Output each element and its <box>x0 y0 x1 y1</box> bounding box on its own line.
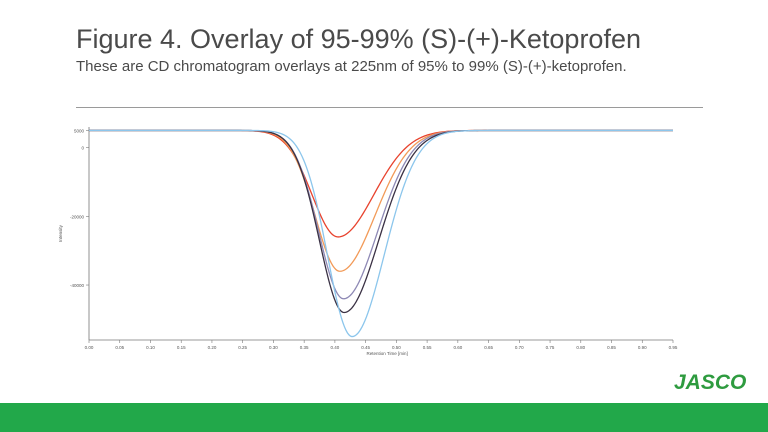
x-tick-label: 0.55 <box>423 345 432 350</box>
y-tick-label: -20000 <box>70 214 85 219</box>
x-tick-label: 0.35 <box>300 345 309 350</box>
x-tick-label: 0.15 <box>177 345 186 350</box>
x-tick-label: 0.20 <box>208 345 217 350</box>
jasco-logo: JASCO <box>674 371 747 394</box>
x-tick-label: 0.95 <box>669 345 678 350</box>
x-tick-label: 0.85 <box>607 345 616 350</box>
series-line-3 <box>89 129 673 300</box>
x-tick-label: 0.90 <box>638 345 647 350</box>
footer-bar <box>0 403 768 432</box>
x-tick-label: 0.10 <box>146 345 155 350</box>
x-tick-label: 0.70 <box>515 345 524 350</box>
y-tick-label: 5000 <box>74 128 85 133</box>
x-tick-label: 0.50 <box>392 345 401 350</box>
series-line-2 <box>89 129 673 272</box>
x-tick-label: 0.80 <box>576 345 585 350</box>
y-tick-label: -40000 <box>70 283 85 288</box>
x-tick-label: 0.00 <box>85 345 94 350</box>
x-tick-label: 0.75 <box>546 345 555 350</box>
x-tick-label: 0.45 <box>361 345 370 350</box>
slide-title: Figure 4. Overlay of 95-99% (S)-(+)-Keto… <box>76 24 641 54</box>
y-axis-label: Intensity <box>58 224 63 242</box>
x-tick-label: 0.25 <box>238 345 247 350</box>
slide-subtitle: These are CD chromatogram overlays at 22… <box>76 58 627 75</box>
x-tick-label: 0.30 <box>269 345 278 350</box>
x-tick-label: 0.65 <box>484 345 493 350</box>
title-divider <box>76 107 703 108</box>
x-tick-label: 0.60 <box>453 345 462 350</box>
x-tick-label: 0.05 <box>115 345 124 350</box>
x-tick-label: 0.40 <box>331 345 340 350</box>
x-axis-label: Retention Time [min] <box>367 351 408 356</box>
series-line-5 <box>89 129 673 338</box>
y-tick-label: 0 <box>81 146 84 151</box>
